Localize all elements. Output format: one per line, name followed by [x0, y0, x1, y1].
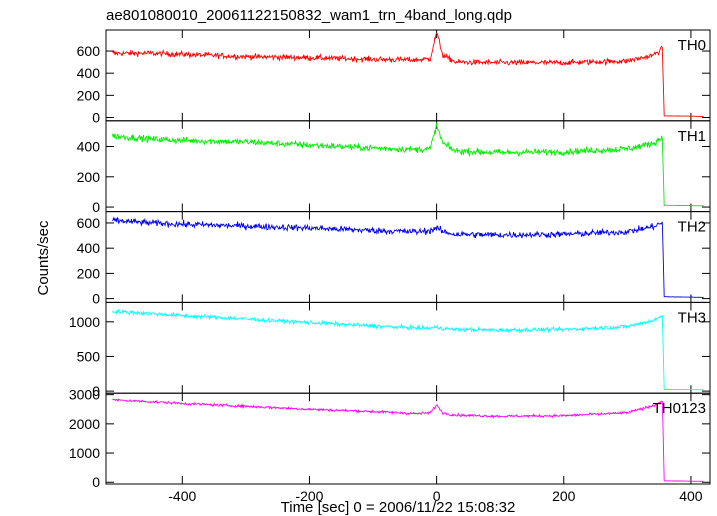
panels: 0 200 400 600 TH0 0 200 400 TH1 0 200 400 600 TH2 0 500… [69, 29, 711, 504]
y-tick-label: 1000 [69, 314, 100, 330]
y-tick-label: 0 [92, 109, 100, 125]
series-line-th2 [112, 216, 704, 298]
series-line-th3 [112, 308, 704, 391]
band-label: TH2 [678, 219, 706, 236]
panel-th3: 0 500 1000 TH3 [69, 301, 711, 399]
y-tick-label: 0 [92, 291, 100, 307]
y-tick-label: 400 [77, 240, 101, 256]
x-tick-label: -400 [168, 488, 196, 504]
panel-th0: 0 200 400 600 TH0 [77, 29, 711, 125]
series-line-th0 [112, 32, 704, 117]
x-tick-label: 400 [679, 488, 703, 504]
y-tick-label: 200 [77, 265, 101, 281]
y-tick-label: 600 [77, 215, 101, 231]
series-line-th0123 [112, 398, 704, 482]
y-tick-label: 200 [77, 169, 101, 185]
y-tick-label: 400 [77, 65, 101, 81]
panel-frame [105, 29, 711, 122]
y-tick-label: 0 [92, 474, 100, 490]
y-tick-label: 1000 [69, 445, 100, 461]
series-line-th1 [111, 122, 704, 207]
band-label: TH1 [678, 128, 706, 145]
x-tick-label: -200 [295, 488, 323, 504]
chart-title: ae801080010_20061122150832_wam1_trn_4ban… [106, 7, 512, 24]
panel-th2: 0 200 400 600 TH2 [77, 211, 711, 307]
band-label: TH0 [678, 37, 706, 54]
y-tick-label: 0 [92, 199, 100, 215]
panel-th1: 0 200 400 TH1 [77, 120, 711, 215]
y-tick-label: 2000 [69, 416, 100, 432]
y-tick-label: 0 [92, 383, 100, 399]
x-axis-label: Time [sec] 0 = 2006/11/22 15:08:32 [281, 499, 516, 516]
panel-frame [105, 392, 711, 485]
panel-frame [105, 120, 711, 213]
panel-th0123: 0 1000 2000 3000 TH0123 -400 -200 0 200 400 [69, 387, 711, 504]
y-tick-label: 400 [77, 139, 101, 155]
y-tick-label: 600 [77, 43, 101, 59]
band-label: TH0123 [653, 400, 706, 417]
x-tick-label: 0 [433, 488, 441, 504]
x-tick-label: 200 [552, 488, 576, 504]
y-tick-label: 200 [77, 87, 101, 103]
band-label: TH3 [678, 309, 706, 326]
y-tick-label: 500 [77, 348, 101, 364]
y-tick-label: 3000 [69, 387, 100, 403]
y-axis-label: Counts/sec [35, 220, 52, 296]
